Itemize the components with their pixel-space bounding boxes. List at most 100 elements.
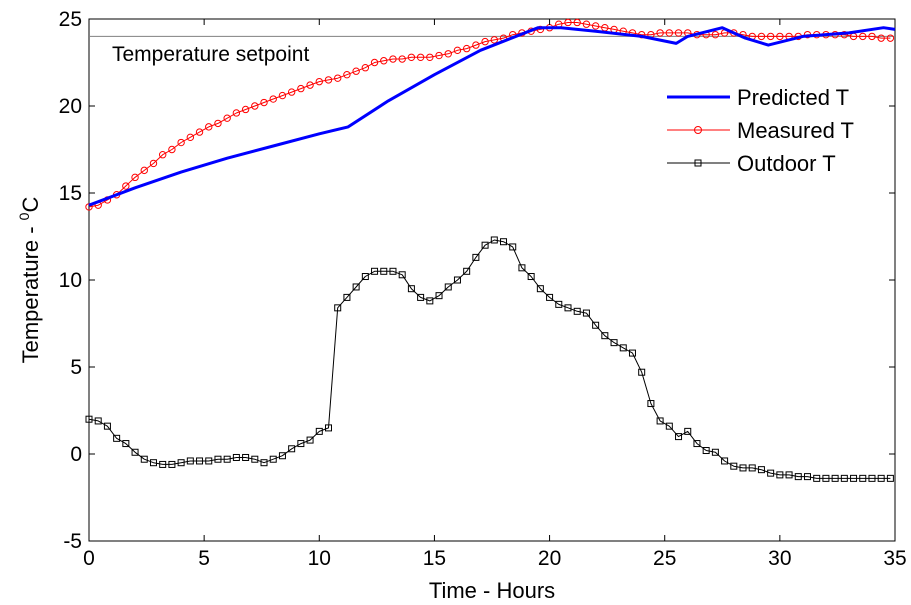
- outdoor-t-point: [214, 455, 222, 463]
- outdoor-t-point: [407, 285, 415, 293]
- outdoor-t-point: [444, 283, 452, 291]
- outdoor-t-point: [647, 400, 655, 408]
- outdoor-t-point: [306, 436, 314, 444]
- outdoor-t-line: [88, 239, 891, 479]
- outdoor-t-point: [453, 276, 461, 284]
- measured-t-point: [168, 145, 176, 154]
- outdoor-t-point: [813, 474, 821, 482]
- measured-t-point: [223, 114, 231, 122]
- outdoor-t-point: [426, 297, 434, 305]
- y-tick-label: 25: [59, 8, 82, 31]
- measured-t-point: [287, 88, 296, 96]
- outdoor-t-point: [232, 453, 240, 461]
- measured-t-point: [656, 29, 664, 37]
- outdoor-t-point: [149, 459, 157, 467]
- measured-t-point: [766, 32, 775, 41]
- predicted-t-line: [88, 26, 896, 207]
- outdoor-t-point: [251, 455, 259, 463]
- outdoor-t-point: [748, 464, 756, 472]
- measured-t-point: [601, 24, 609, 32]
- outdoor-t-point: [555, 300, 563, 308]
- measured-t-point: [315, 77, 323, 86]
- measured-t-point: [472, 41, 480, 49]
- outdoor-t-point: [269, 455, 277, 463]
- outdoor-t-point: [859, 474, 867, 482]
- y-tick-label: -5: [63, 530, 82, 553]
- measured-t-point: [131, 173, 139, 182]
- outdoor-t-point: [840, 474, 848, 482]
- measured-t-point: [490, 36, 499, 44]
- outdoor-t-point: [711, 448, 719, 456]
- legend-label-predicted: Predicted T: [737, 85, 849, 110]
- measured-t-point: [849, 32, 858, 41]
- outdoor-t-point: [739, 464, 747, 472]
- outdoor-t-point: [472, 253, 480, 261]
- outdoor-t-point: [592, 321, 600, 329]
- measured-t-point: [324, 76, 333, 84]
- y-axis-title-main: Temperature -: [18, 220, 43, 363]
- measured-t-point: [232, 109, 241, 117]
- measured-t-point: [389, 55, 397, 63]
- outdoor-t-point: [94, 417, 102, 425]
- measured-t-point: [444, 50, 452, 58]
- measured-t-point: [564, 18, 572, 27]
- outdoor-t-point: [242, 453, 250, 461]
- outdoor-t-point: [278, 452, 286, 460]
- measured-t-point: [269, 95, 277, 103]
- measured-t-point: [711, 30, 720, 39]
- measured-t-point: [361, 64, 370, 72]
- outdoor-t-point: [582, 309, 590, 317]
- measured-t-point: [306, 81, 314, 89]
- outdoor-t-point: [500, 238, 508, 246]
- x-tick-label: 20: [538, 547, 561, 570]
- outdoor-t-point: [315, 427, 323, 435]
- outdoor-t-point: [877, 474, 885, 482]
- series-layer: [85, 18, 896, 482]
- outdoor-t-point: [693, 440, 701, 448]
- outdoor-t-point: [628, 349, 636, 357]
- outdoor-t-point: [665, 422, 673, 430]
- measured-t-point: [757, 32, 766, 41]
- outdoor-t-point: [509, 243, 517, 251]
- measured-t-point: [426, 53, 434, 61]
- x-tick-label: 30: [768, 547, 791, 570]
- outdoor-t-point: [573, 307, 581, 315]
- x-tick-label: 25: [653, 547, 676, 570]
- measured-t-point: [859, 32, 867, 41]
- measured-t-point: [877, 34, 885, 42]
- outdoor-t-point: [389, 267, 397, 275]
- outdoor-t-point: [610, 339, 618, 347]
- measured-t-point: [260, 98, 268, 107]
- setpoint-annotation: Temperature setpoint: [112, 43, 309, 66]
- measured-t-point: [868, 32, 876, 41]
- outdoor-t-point: [546, 293, 554, 301]
- measured-t-point: [573, 18, 581, 27]
- outdoor-t-point: [288, 445, 296, 453]
- outdoor-t-point: [223, 455, 231, 463]
- outdoor-t-point: [361, 273, 369, 281]
- measured-t-point: [453, 46, 462, 55]
- outdoor-t-point: [527, 273, 535, 281]
- measured-t-point: [186, 133, 195, 142]
- measured-t-point: [214, 119, 222, 128]
- measured-t-point: [776, 32, 784, 41]
- outdoor-t-point: [785, 471, 793, 479]
- measured-t-point: [416, 53, 425, 61]
- outdoor-t-point: [85, 415, 93, 423]
- y-tick-label: 0: [70, 443, 82, 466]
- y-axis-title-unit: C: [18, 197, 43, 213]
- outdoor-t-point: [334, 304, 342, 312]
- y-tick-label: 20: [59, 95, 82, 118]
- measured-t-point: [665, 29, 674, 37]
- outdoor-t-point: [490, 236, 498, 244]
- y-axis-title: Temperature - 0C: [16, 197, 43, 364]
- outdoor-t-point: [380, 267, 388, 275]
- outdoor-t-point: [536, 285, 544, 293]
- measured-t-point: [380, 57, 388, 65]
- outdoor-t-point: [803, 473, 811, 481]
- measured-t-point: [435, 51, 443, 60]
- outdoor-t-point: [886, 474, 894, 482]
- measured-t-point: [582, 20, 591, 28]
- plot-area: [88, 18, 896, 542]
- outdoor-t-point: [324, 424, 332, 432]
